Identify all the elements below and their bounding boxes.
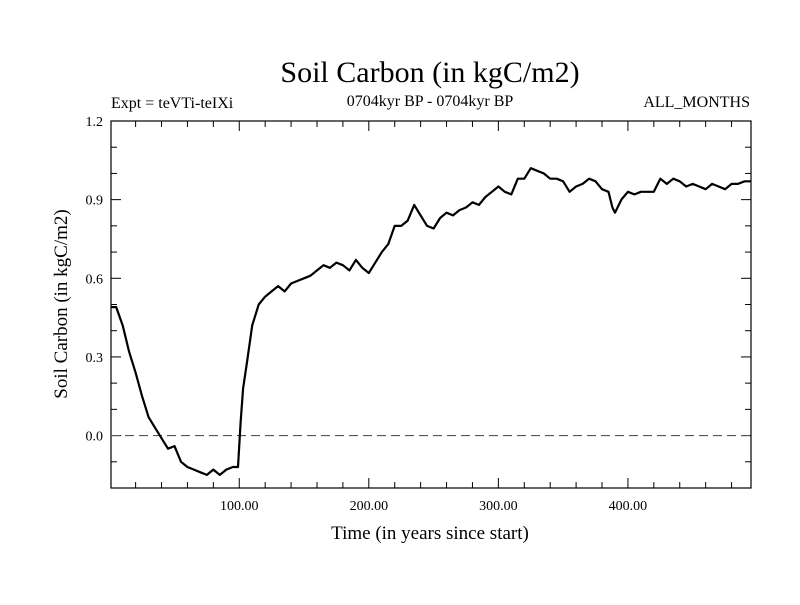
chart-title: Soil Carbon (in kgC/m2)	[280, 56, 579, 89]
chart-subtitle: 0704kyr BP - 0704kyr BP	[347, 93, 514, 110]
x-axis-label: Time (in years since start)	[331, 523, 529, 544]
y-tick-label: 0.6	[86, 272, 104, 287]
x-tick-label: 400.00	[609, 499, 648, 514]
plot-frame	[110, 120, 752, 489]
y-tick-label: 0.9	[86, 194, 104, 209]
x-tick-label: 300.00	[479, 499, 518, 514]
y-tick-label: 0.0	[86, 430, 104, 445]
y-axis-label: Soil Carbon (in kgC/m2)	[51, 209, 72, 398]
tick-marks	[111, 120, 751, 489]
experiment-annotation: Expt = teVTi-teIXi	[111, 95, 234, 112]
x-tick-label: 200.00	[350, 499, 389, 514]
months-annotation: ALL_MONTHS	[643, 94, 750, 111]
series-line	[111, 167, 751, 476]
x-tick-label: 100.00	[220, 499, 259, 514]
y-tick-label: 1.2	[86, 115, 104, 130]
tick-labels: 100.00 200.00 300.00 400.00 0.0 0.3 0.6 0.9 1.2	[86, 115, 648, 514]
y-tick-label: 0.3	[86, 351, 104, 366]
